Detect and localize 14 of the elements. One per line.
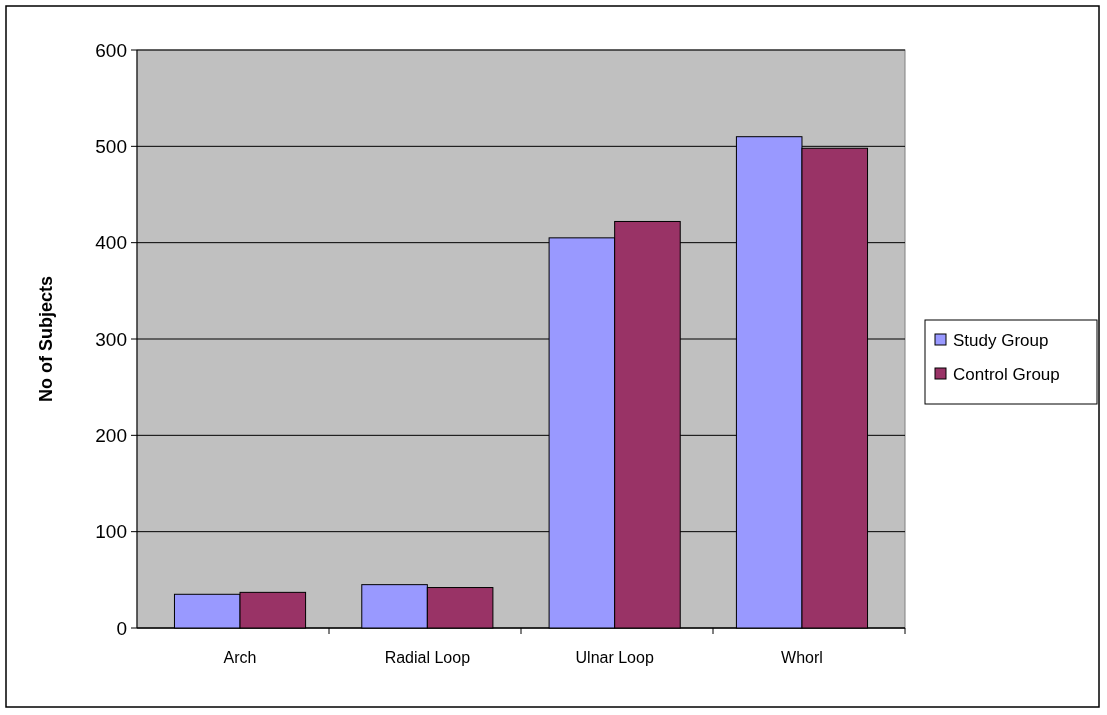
x-tick-label: Ulnar Loop bbox=[575, 649, 654, 666]
y-tick-label: 200 bbox=[95, 424, 127, 446]
x-tick-label: Whorl bbox=[781, 649, 823, 666]
y-tick-label: 300 bbox=[95, 328, 127, 350]
y-tick-label: 400 bbox=[95, 232, 127, 254]
y-tick-label: 0 bbox=[116, 617, 127, 639]
x-tick-label: Arch bbox=[223, 649, 257, 666]
legend-label: Study Group bbox=[953, 330, 1049, 350]
legend-label: Control Group bbox=[953, 364, 1060, 384]
x-tick-label: Radial Loop bbox=[384, 649, 471, 666]
y-tick-label: 100 bbox=[95, 521, 127, 543]
y-axis-title: No of Subjects bbox=[36, 275, 56, 403]
y-tick-label: 500 bbox=[95, 135, 127, 157]
y-tick-label: 600 bbox=[95, 39, 127, 61]
